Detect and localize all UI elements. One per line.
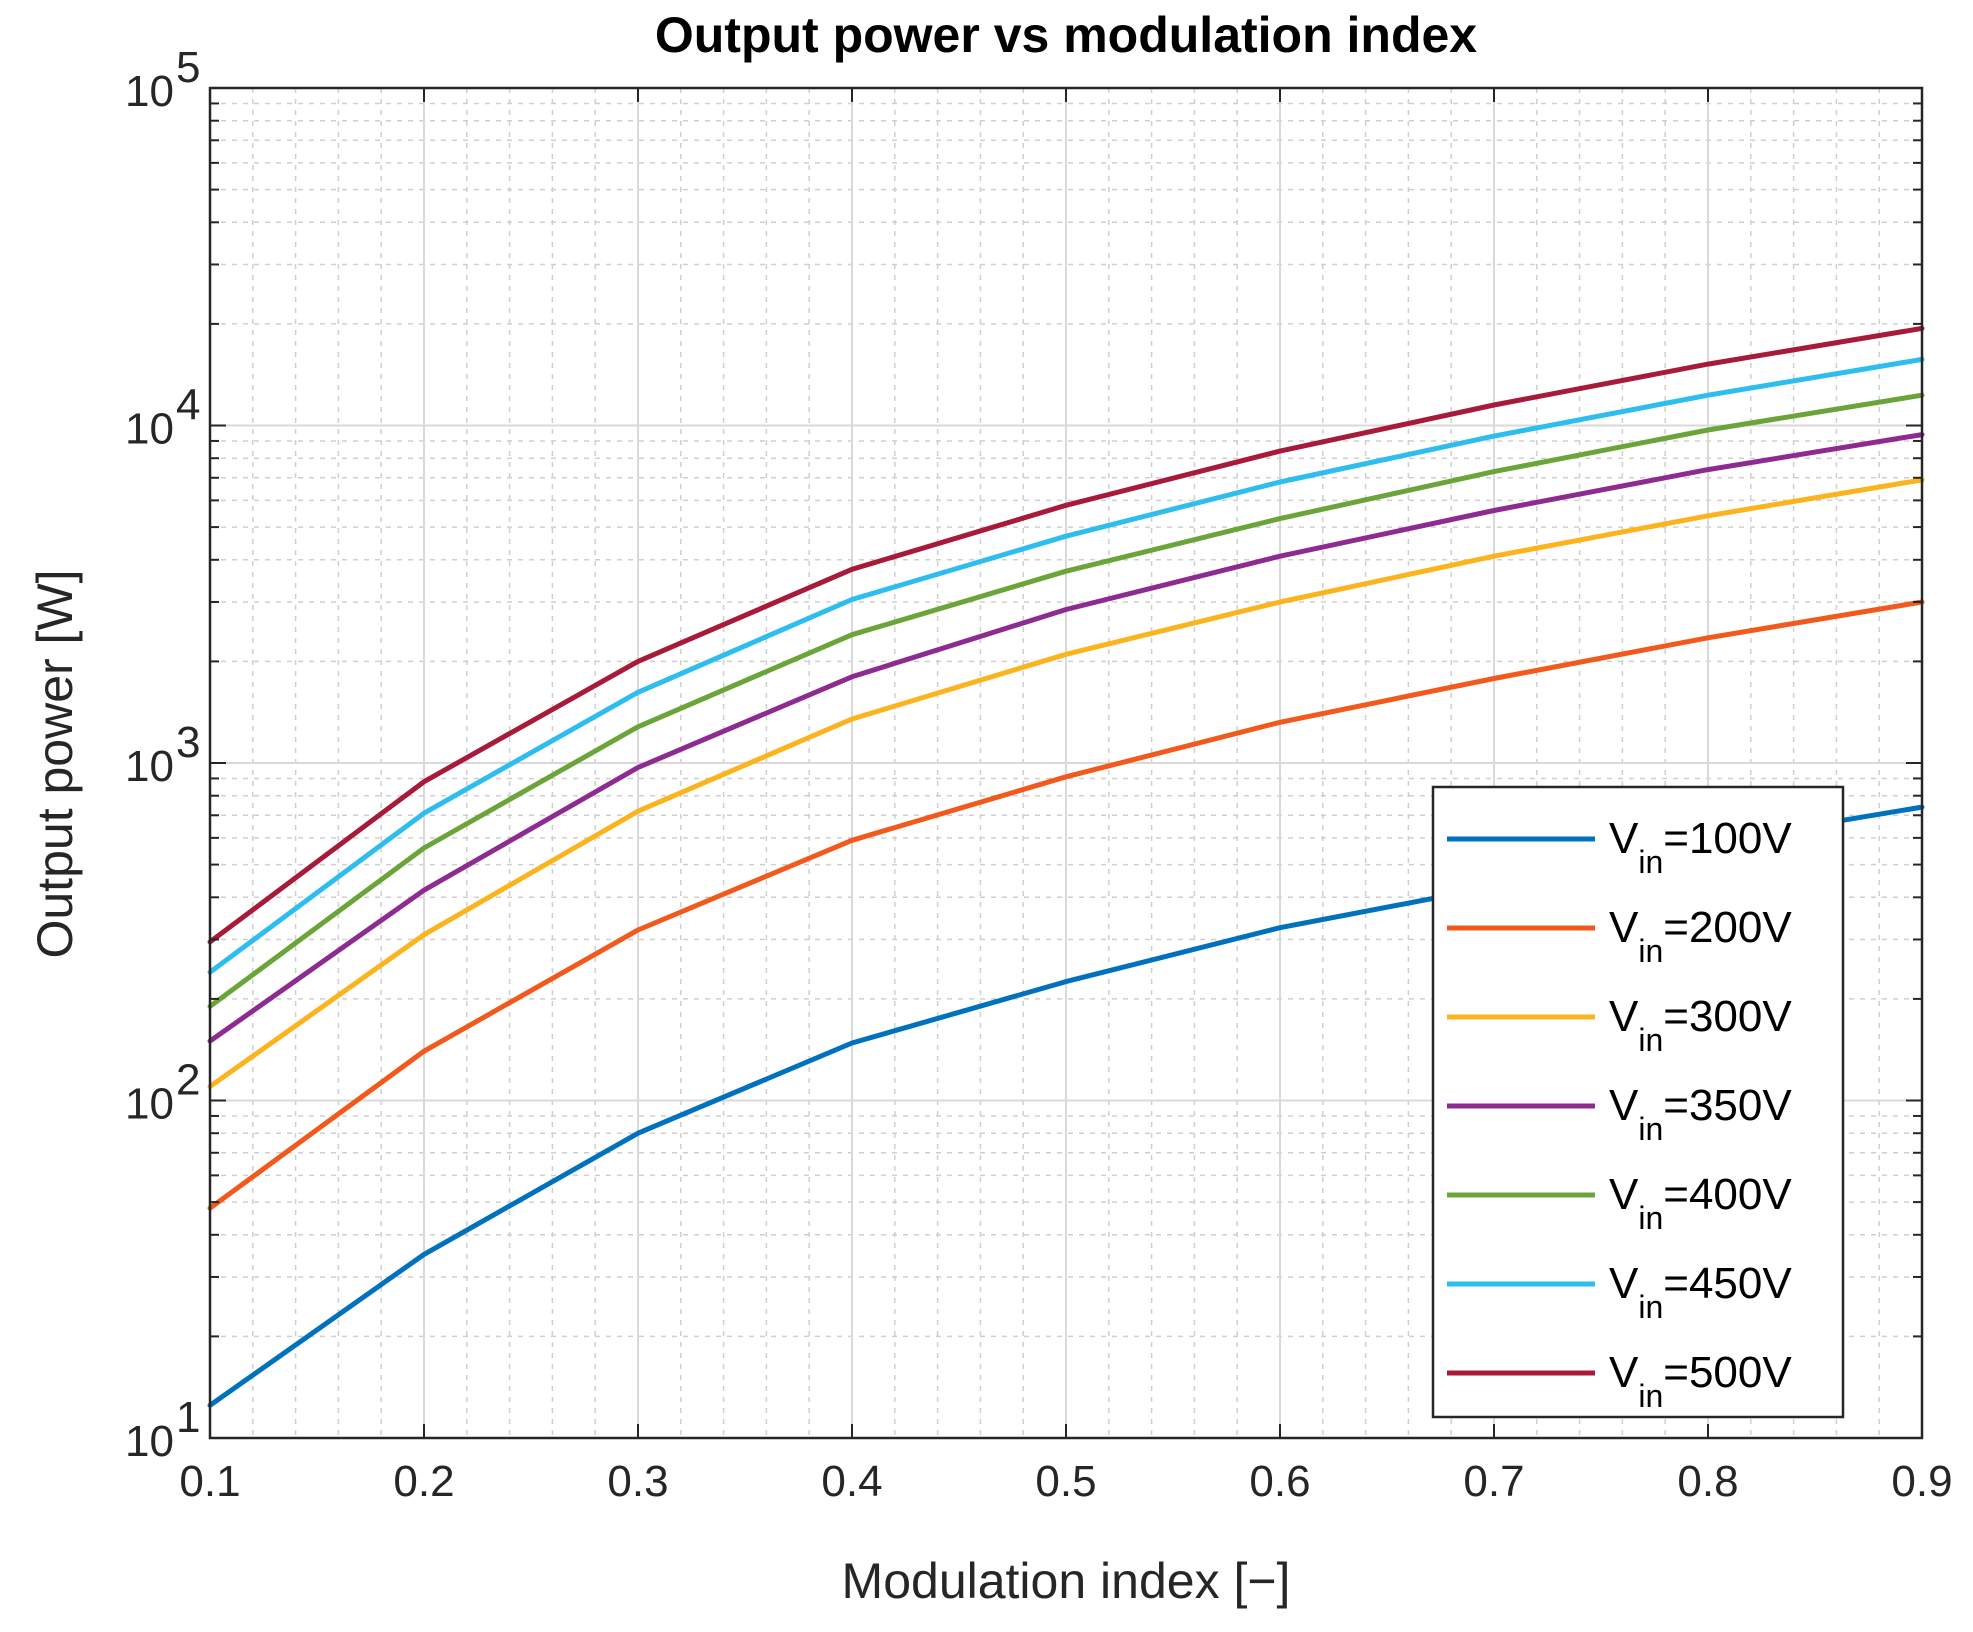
legend-entry-label: Vin=350V xyxy=(1609,1081,1792,1147)
x-tick-label: 0.7 xyxy=(1463,1457,1524,1506)
x-tick-labels: 0.1 0.2 0.3 0.4 0.5 0.6 0.7 0.8 0.9 xyxy=(179,1457,1952,1506)
y-tick-label: 10 xyxy=(125,742,174,791)
legend-label-rest: =100V xyxy=(1663,814,1792,863)
legend-entry-label: Vin=300V xyxy=(1609,992,1792,1058)
series-line xyxy=(207,325,1925,945)
legend-label-subscript: in xyxy=(1638,1289,1663,1325)
x-tick-label: 0.9 xyxy=(1891,1457,1952,1506)
legend-entry-label: Vin=450V xyxy=(1609,1259,1792,1325)
x-axis-label: Modulation index [−] xyxy=(842,1553,1291,1609)
series-line xyxy=(207,432,1925,1044)
x-tick-label: 0.1 xyxy=(179,1457,240,1506)
y-tick-label: 10 xyxy=(125,405,174,454)
y-tick-label: 10 xyxy=(125,1417,174,1466)
y-tick-exponent: 2 xyxy=(176,1056,200,1105)
chart-title: Output power vs modulation index xyxy=(655,7,1477,63)
series-line xyxy=(207,356,1925,975)
legend-label-main: V xyxy=(1609,1259,1639,1308)
legend-label-main: V xyxy=(1609,903,1639,952)
y-tick-label: 10 xyxy=(125,67,174,116)
series-line xyxy=(207,599,1925,1211)
x-tick-label: 0.4 xyxy=(821,1457,882,1506)
y-tick-base: 10 xyxy=(125,1417,174,1466)
legend-entry-label: Vin=400V xyxy=(1609,1170,1792,1236)
y-tick-base: 10 xyxy=(125,1080,174,1129)
y-tick-exponent: 4 xyxy=(176,381,200,430)
y-tick-base: 10 xyxy=(125,405,174,454)
x-tick-label: 0.6 xyxy=(1249,1457,1310,1506)
legend-label-main: V xyxy=(1609,1170,1639,1219)
legend-label-main: V xyxy=(1609,992,1639,1041)
x-tick-label: 0.8 xyxy=(1677,1457,1738,1506)
series-line xyxy=(207,392,1925,1009)
legend-label-main: V xyxy=(1609,1081,1639,1130)
legend-label-rest: =350V xyxy=(1663,1081,1792,1130)
legend-label-main: V xyxy=(1609,814,1639,863)
series-line xyxy=(207,477,1925,1089)
y-axis-label: Output power [W] xyxy=(27,569,83,958)
legend-label-subscript: in xyxy=(1638,1022,1663,1058)
legend-label-main: V xyxy=(1609,1348,1639,1397)
legend-label-rest: =300V xyxy=(1663,992,1792,1041)
legend-label-subscript: in xyxy=(1638,1378,1663,1414)
y-tick-exponent: 5 xyxy=(176,43,200,92)
y-tick-exponent: 1 xyxy=(176,1393,200,1442)
y-tick-label: 10 xyxy=(125,1080,174,1129)
legend-label-subscript: in xyxy=(1638,933,1663,969)
legend[interactable]: Vin=100VVin=200VVin=300VVin=350VVin=400V… xyxy=(1431,785,1845,1419)
legend-label-subscript: in xyxy=(1638,1111,1663,1147)
legend-entry-label: Vin=500V xyxy=(1609,1348,1792,1414)
x-tick-label: 0.3 xyxy=(607,1457,668,1506)
legend-label-rest: =450V xyxy=(1663,1259,1792,1308)
legend-label-subscript: in xyxy=(1638,844,1663,880)
x-tick-label: 0.5 xyxy=(1035,1457,1096,1506)
legend-label-rest: =200V xyxy=(1663,903,1792,952)
legend-entry-label: Vin=100V xyxy=(1609,814,1792,880)
tick-marks xyxy=(209,87,1923,1439)
y-tick-base: 10 xyxy=(125,742,174,791)
legend-label-subscript: in xyxy=(1638,1200,1663,1236)
y-tick-exponent: 3 xyxy=(176,718,200,767)
legend-box xyxy=(1431,785,1845,1419)
series-lines xyxy=(207,325,1925,1408)
y-tick-base: 10 xyxy=(125,67,174,116)
legend-label-rest: =500V xyxy=(1663,1348,1792,1397)
x-tick-label: 0.2 xyxy=(393,1457,454,1506)
legend-label-rest: =400V xyxy=(1663,1170,1792,1219)
legend-entry-label: Vin=200V xyxy=(1609,903,1792,969)
